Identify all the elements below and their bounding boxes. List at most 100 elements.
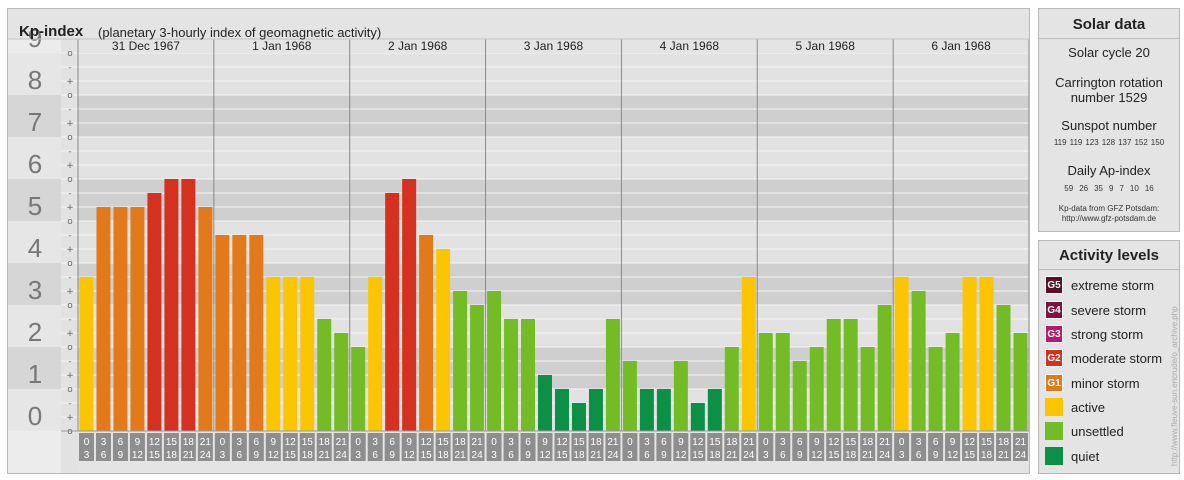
time-cell (571, 433, 587, 461)
ap-value: 35 (1094, 184, 1103, 193)
y-minor-mark: o (67, 175, 73, 185)
kp-bar (300, 276, 315, 431)
time-cell (911, 433, 927, 461)
legend-label: severe storm (1071, 302, 1147, 318)
time-end-label: 18 (981, 450, 993, 461)
kp-bar (877, 305, 892, 431)
y-tick-label: 4 (28, 233, 42, 263)
time-end-label: 6 (780, 450, 786, 461)
time-cell (316, 433, 332, 461)
activity-levels-panel: Activity levels G5 extreme storm G4 severe … (1038, 240, 1180, 474)
kp-bar (470, 305, 485, 431)
time-cell (928, 433, 944, 461)
time-cell (333, 433, 349, 461)
plot-band (78, 137, 1029, 179)
time-cell (79, 433, 94, 461)
y-minor-mark: + (66, 161, 74, 171)
time-start-label: 21 (607, 437, 619, 448)
time-cell (656, 433, 672, 461)
kp-bar (79, 276, 94, 431)
carrington-line-2: number 1529 (1070, 90, 1148, 105)
kp-bar (436, 249, 451, 431)
time-end-label: 24 (336, 450, 348, 461)
kp-bar (351, 347, 366, 431)
time-start-label: 12 (964, 437, 976, 448)
time-end-label: 6 (644, 450, 650, 461)
kp-bar (707, 389, 722, 431)
time-cell (605, 433, 621, 461)
time-start-label: 9 (950, 437, 956, 448)
time-end-label: 24 (472, 450, 484, 461)
legend-label: quiet (1071, 448, 1100, 464)
ap-title: Daily Ap-index (1067, 163, 1151, 178)
time-end-label: 21 (590, 450, 602, 461)
kp-bar (588, 389, 603, 431)
legend-swatch (1045, 447, 1063, 465)
sunspot-value: 128 (1101, 138, 1116, 147)
time-end-label: 18 (302, 450, 314, 461)
time-end-label: 12 (132, 450, 144, 461)
day-label: 3 Jan 1968 (524, 39, 584, 53)
y-minor-mark: o (67, 385, 73, 395)
time-end-label: 18 (709, 450, 721, 461)
time-cell (962, 433, 978, 461)
kp-bar (368, 276, 383, 431)
kp-bar (843, 318, 858, 431)
kp-bar (419, 234, 434, 431)
time-cell (384, 433, 400, 461)
kp-bar (487, 291, 502, 431)
kp-bar (605, 318, 620, 431)
y-label-band (8, 263, 61, 305)
time-end-label: 21 (319, 450, 331, 461)
time-cell (214, 433, 230, 461)
legend-label: strong storm (1071, 326, 1144, 342)
kp-bar (911, 291, 926, 431)
y-minor-mark: o (67, 49, 73, 59)
sunspot-value: 119 (1053, 138, 1067, 147)
legend-swatch: G3 (1045, 325, 1063, 343)
time-cell (792, 433, 808, 461)
time-end-label: 3 (220, 450, 226, 461)
time-end-label: 18 (438, 450, 450, 461)
time-start-label: 12 (149, 437, 161, 448)
carrington-line-1: Carrington rotation (1055, 75, 1163, 90)
y-minor-mark: - (68, 147, 71, 157)
time-end-label: 9 (118, 450, 124, 461)
time-start-label: 6 (525, 437, 531, 448)
time-start-label: 18 (726, 437, 738, 448)
y-minor-mark: - (68, 315, 71, 325)
time-end-label: 3 (899, 450, 905, 461)
kp-bar (504, 318, 519, 431)
time-cell (231, 433, 247, 461)
ap-value: 26 (1079, 184, 1089, 193)
kp-bar (894, 276, 909, 431)
kp-bar (147, 192, 162, 431)
solar-cycle: Solar cycle 20 (1068, 45, 1150, 60)
time-end-label: 6 (372, 450, 378, 461)
kp-bar (945, 333, 960, 431)
kp-bar (249, 234, 264, 431)
time-cell (673, 433, 689, 461)
time-end-label: 12 (268, 450, 280, 461)
time-start-label: 0 (355, 437, 361, 448)
y-minor-mark: o (67, 133, 73, 143)
y-minor-mark: o (67, 427, 73, 437)
time-start-label: 12 (285, 437, 297, 448)
kp-chart-panel: 0 1 2 3 4 5 6 7 8 9 o + - o + - o + - o + - o + - o + - o + - o + - o + - o 31… (7, 8, 1030, 474)
time-start-label: 21 (472, 437, 484, 448)
y-label-band (8, 95, 61, 137)
time-end-label: 21 (998, 450, 1010, 461)
y-minor-mark: o (67, 259, 73, 269)
time-cell (809, 433, 825, 461)
time-end-label: 21 (455, 450, 467, 461)
time-end-label: 15 (556, 450, 568, 461)
time-start-label: 12 (556, 437, 568, 448)
kp-bar (809, 347, 824, 431)
kp-bar (758, 333, 773, 431)
legend-swatch (1045, 398, 1063, 416)
minor-mark-strip (61, 39, 78, 473)
time-cell (588, 433, 604, 461)
kp-bar (283, 276, 298, 431)
ap-numbers: 59 26 35 9 7 10 16 (1039, 184, 1179, 193)
time-start-label: 18 (590, 437, 602, 448)
